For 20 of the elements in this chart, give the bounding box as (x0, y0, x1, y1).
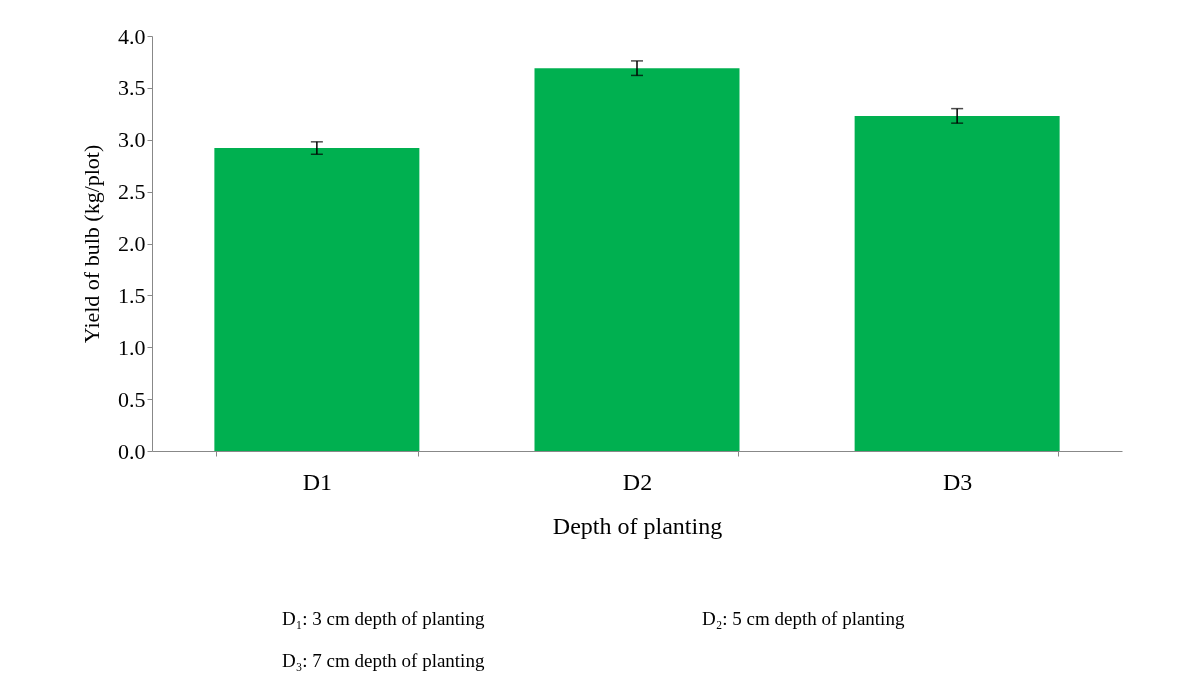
y-tick-label: 1.5 (118, 282, 146, 308)
bar (214, 148, 420, 451)
y-tick-label: 4.0 (118, 23, 146, 49)
y-tick-label: 0.5 (118, 386, 146, 412)
x-tick-label: D2 (622, 468, 653, 495)
y-tick-label: 1.0 (118, 334, 146, 360)
y-tick-label: 2.5 (118, 179, 146, 205)
text: D₃: 7 cm depth of planting (282, 650, 485, 671)
text: D₂: 5 cm depth of planting (702, 608, 905, 629)
y-axis-title: Yield of bulb (kg/plot) (79, 144, 104, 344)
y-tick-label: 0.0 (118, 438, 146, 464)
bar (534, 68, 740, 451)
y-tick-label: 3.0 (118, 127, 146, 153)
y-tick-label: 2.0 (118, 231, 146, 256)
x-axis-title: Depth of planting (552, 512, 723, 539)
y-tick-label: 3.5 (118, 75, 146, 101)
text: D₁: 3 cm depth of planting (282, 608, 485, 629)
bar (854, 115, 1060, 451)
x-tick-label: D3 (942, 468, 973, 495)
x-tick-label: D1 (302, 468, 333, 495)
